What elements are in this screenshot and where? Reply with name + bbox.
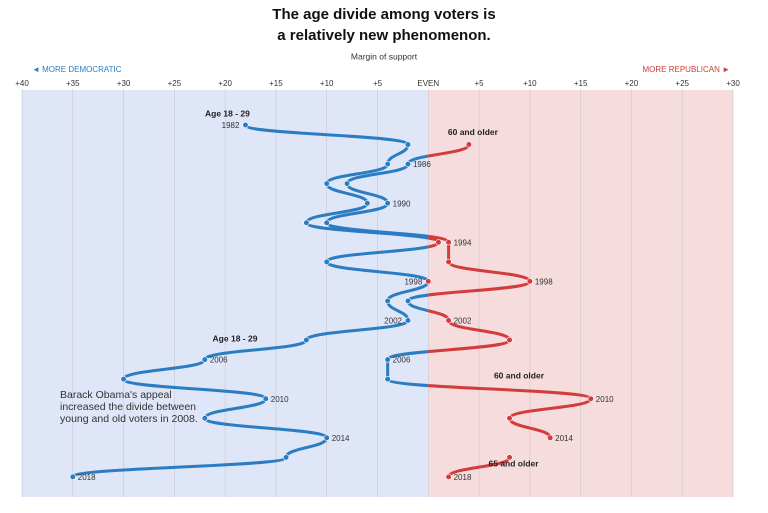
data-point <box>69 473 76 481</box>
data-point <box>445 239 452 246</box>
x-tick-label: EVEN <box>417 79 439 88</box>
data-point <box>404 141 412 148</box>
data-point <box>262 395 269 402</box>
year-label: 1990 <box>393 199 411 208</box>
year-label: 2002 <box>454 317 472 326</box>
year-label: 2018 <box>78 473 96 482</box>
data-point <box>404 317 412 324</box>
data-point <box>384 161 391 168</box>
data-point <box>445 473 452 481</box>
year-label: 2002 <box>384 317 402 326</box>
data-point <box>282 454 290 461</box>
data-point <box>384 356 391 363</box>
year-label: 1986 <box>413 160 431 169</box>
data-point <box>404 161 412 168</box>
year-label: 2014 <box>555 434 573 443</box>
data-point <box>547 434 554 441</box>
series-label: 65 and older <box>489 459 540 469</box>
data-point <box>384 297 391 305</box>
year-label: 1998 <box>535 278 553 287</box>
year-label: 1982 <box>222 121 240 130</box>
data-point <box>465 141 473 148</box>
x-tick-label: +25 <box>168 79 182 88</box>
data-point <box>404 297 412 305</box>
series-label: 60 and older <box>448 127 499 137</box>
x-tick-label: +15 <box>269 79 283 88</box>
annotation: 60 and older <box>494 370 545 380</box>
x-tick-label: +30 <box>117 79 131 88</box>
data-point <box>201 356 208 363</box>
x-tick-label: +30 <box>726 79 740 88</box>
data-point <box>343 180 351 187</box>
data-point <box>506 454 513 461</box>
data-point <box>425 278 432 285</box>
data-point <box>242 121 249 129</box>
data-point <box>587 395 594 402</box>
year-label: 1994 <box>454 238 472 247</box>
data-point <box>323 434 330 441</box>
data-point <box>506 336 513 344</box>
x-tick-label: +20 <box>625 79 639 88</box>
data-point <box>506 415 513 422</box>
year-label: 2018 <box>454 473 472 482</box>
annotation: Barack Obama's appeal increased the divi… <box>60 389 198 425</box>
axis-side-label: ◄ MORE DEMOCRATIC <box>32 65 122 74</box>
series-line <box>325 154 429 388</box>
x-tick-label: +10 <box>523 79 537 88</box>
x-tick-label: +10 <box>320 79 334 88</box>
series-line <box>428 143 593 440</box>
year-label: 2014 <box>332 434 350 443</box>
series-label: Age 18 - 29 <box>205 108 250 118</box>
year-label: 2006 <box>393 356 411 365</box>
data-point <box>323 180 330 187</box>
x-tick-label: +20 <box>218 79 232 88</box>
data-point <box>323 258 330 265</box>
data-point <box>445 258 452 265</box>
year-label: 2010 <box>271 395 289 404</box>
data-point <box>435 239 442 246</box>
x-tick-label: +40 <box>15 79 29 88</box>
x-tick-label: +5 <box>373 79 383 88</box>
x-tick-label: +15 <box>574 79 588 88</box>
data-point <box>526 278 533 285</box>
year-label: 2010 <box>596 395 614 404</box>
data-point <box>201 415 208 422</box>
chart-title: The age divide among voters is <box>272 6 495 23</box>
chart-title: a relatively new phenomenon. <box>277 27 490 44</box>
year-label: 2006 <box>210 356 228 365</box>
x-tick-label: +25 <box>675 79 689 88</box>
axis-side-label: MORE REPUBLICAN ► <box>643 65 731 74</box>
data-point <box>120 376 127 383</box>
axis-title: Margin of support <box>351 51 418 61</box>
x-tick-label: +5 <box>475 79 485 88</box>
year-label: 1998 <box>404 278 422 287</box>
data-point <box>303 336 310 344</box>
data-point <box>445 317 452 324</box>
data-point <box>384 376 391 383</box>
data-point <box>364 200 371 207</box>
x-tick-label: +35 <box>66 79 80 88</box>
annotation: Age 18 - 29 <box>213 333 258 343</box>
data-point <box>323 219 330 226</box>
data-point <box>384 200 391 207</box>
data-point <box>303 219 310 226</box>
